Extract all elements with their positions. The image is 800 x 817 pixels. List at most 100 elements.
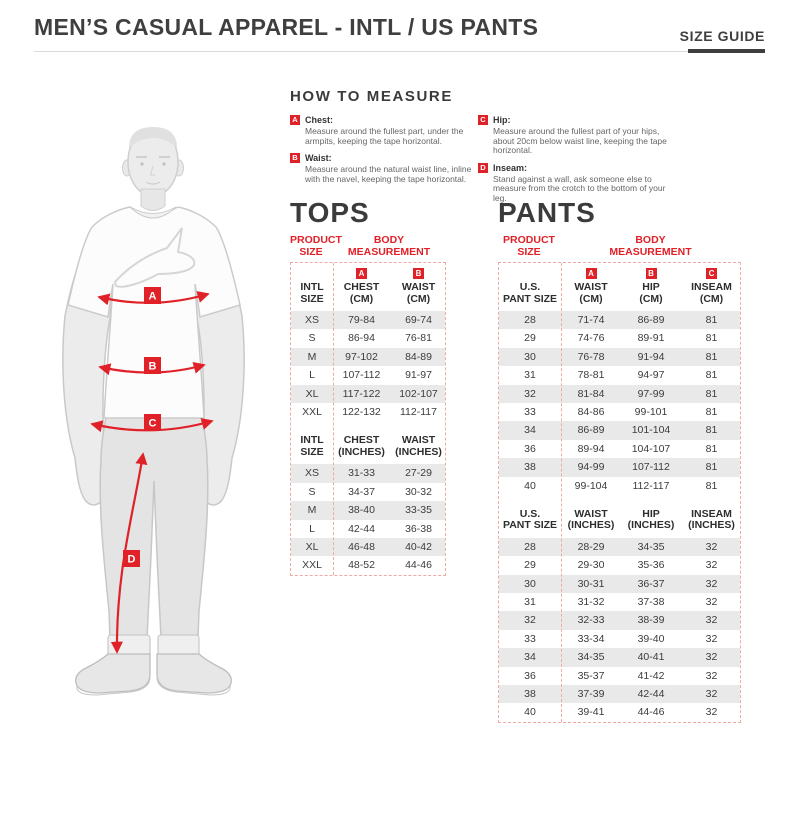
table-cell: 35-36 [637, 559, 665, 572]
measure-description: Stand against a wall, ask someone else t… [493, 173, 666, 203]
measure-label: Chest: [305, 115, 334, 125]
table-cell: 32 [705, 540, 718, 553]
table-row: 28 71-74 86-89 81 [499, 311, 740, 330]
size-column-header: U.S. PANT SIZE [502, 281, 558, 305]
table-cell: 32 [705, 577, 718, 590]
table-row: 29 29-30 35-36 32 [499, 556, 740, 574]
measure-letter-badge: A [290, 115, 300, 125]
table-cell: 99-104 [574, 479, 608, 492]
table-cell: 89-91 [637, 332, 665, 345]
table-row: 33 33-34 39-40 32 [499, 630, 740, 648]
table-cell: 32 [524, 387, 536, 400]
table-cell: S [308, 485, 316, 498]
inseam-arrow [110, 452, 148, 654]
measure-item-chest: A Chest: Measure around the fullest part… [290, 115, 478, 146]
table-cell: 112-117 [400, 405, 437, 418]
pants-section: PANTS PRODUCT SIZE BODY MEASUREMENT U.S.… [498, 198, 741, 723]
size-guide-tab[interactable]: SIZE GUIDE [679, 28, 765, 44]
table-cell: 31 [524, 596, 536, 609]
table-cell: 76-78 [577, 350, 605, 363]
table-cell: 74-76 [577, 332, 605, 345]
table-cell: 42-44 [637, 688, 665, 701]
table-cell: 102-107 [399, 387, 438, 400]
table-cell: 84-89 [405, 350, 432, 363]
table-cell: 117-122 [342, 387, 381, 400]
measurement-column-header: HIP (INCHES) [627, 507, 675, 532]
measure-item-hip: C Hip: Measure around the fullest part o… [478, 115, 770, 156]
table-row: 29 74-76 89-91 81 [499, 329, 740, 347]
table-cell: 37-39 [577, 688, 605, 701]
table-row: M 97-102 84-89 [291, 347, 445, 367]
size-column-header: U.S. PANT SIZE [502, 507, 558, 532]
table-row: 38 94-99 107-112 81 [499, 458, 740, 477]
body-figure-illustration: A B C D [62, 127, 245, 696]
table-cell: 81 [705, 332, 718, 345]
table-cell: 97-99 [637, 387, 665, 400]
table-cell: 32 [705, 614, 718, 627]
table-cell: 38 [524, 688, 536, 701]
measurement-column-header: A WAIST (CM) [574, 268, 608, 305]
table-cell: 94-99 [577, 461, 605, 474]
table-cell: 69-74 [405, 314, 432, 326]
table-row: 36 89-94 104-107 81 [499, 440, 740, 458]
table-cell: 81 [705, 405, 718, 418]
column-letter-badge: C [706, 268, 717, 279]
measurement-column-header: WAIST (INCHES) [395, 434, 442, 458]
table-cell: 89-94 [577, 442, 605, 455]
table-cell: 38 [524, 461, 536, 474]
table-header-row: U.S. PANT SIZE WAIST (INCHES) HIP (INCHES)… [499, 495, 740, 538]
table-cell: 28 [524, 540, 536, 553]
table-cell: 79-84 [348, 314, 375, 326]
table-cell: 32 [705, 596, 718, 609]
table-cell: L [309, 522, 315, 535]
table-cell: 32 [705, 651, 718, 664]
table-cell: 40-41 [637, 651, 665, 664]
measure-letter-badge: C [478, 115, 488, 125]
table-cell: 32 [705, 706, 718, 719]
table-row: XS 79-84 69-74 [291, 311, 445, 330]
table-cell: 101-104 [631, 424, 671, 437]
table-cell: 29 [524, 332, 536, 345]
table-row: 40 99-104 112-117 81 [499, 477, 740, 495]
table-row: XL 46-48 40-42 [291, 537, 445, 557]
table-cell: 36 [524, 442, 536, 455]
table-cell: XL [305, 387, 319, 400]
measurement-column-header: A CHEST (CM) [343, 268, 380, 305]
table-row: 38 37-39 42-44 32 [499, 685, 740, 704]
table-cell: 81-84 [577, 387, 605, 400]
table-cell: 84-86 [577, 405, 605, 418]
table-row: L 107-112 91-97 [291, 366, 445, 384]
table-cell: 29 [524, 559, 536, 572]
table-cell: 81 [705, 442, 718, 455]
table-cell: 86-94 [348, 332, 375, 345]
table-row: 30 76-78 91-94 81 [499, 347, 740, 367]
table-cell: S [308, 332, 316, 345]
table-cell: XS [304, 314, 319, 326]
table-cell: 78-81 [577, 369, 605, 382]
table-cell: 34-37 [348, 485, 375, 498]
table-row: 31 31-32 37-38 32 [499, 593, 740, 611]
measurement-column-header: B WAIST (CM) [401, 268, 436, 305]
table-cell: 122-132 [342, 405, 381, 418]
table-cell: 35-37 [577, 669, 605, 682]
table-cell: 81 [705, 479, 718, 492]
table-row: 40 39-41 44-46 32 [499, 703, 740, 721]
table-row: 33 84-86 99-101 81 [499, 403, 740, 421]
pants-table: U.S. PANT SIZE A WAIST (CM) B HIP (CM) C INSEA… [498, 262, 741, 723]
table-cell: 38-40 [348, 504, 375, 517]
table-cell: 81 [705, 314, 718, 326]
table-cell: 76-81 [405, 332, 432, 345]
table-cell: M [307, 504, 317, 517]
table-cell: 36-38 [405, 522, 432, 535]
table-row: XXL 122-132 112-117 [291, 403, 445, 421]
table-row: 34 34-35 40-41 32 [499, 648, 740, 667]
table-cell: 28 [524, 314, 536, 326]
table-row: 32 81-84 97-99 81 [499, 384, 740, 403]
table-cell: 29-30 [577, 559, 605, 572]
table-cell: 32 [705, 669, 718, 682]
page-title: MEN’S CASUAL APPAREL - INTL / US PANTS [34, 14, 539, 40]
product-size-label: PRODUCT SIZE [290, 234, 342, 258]
pants-title: PANTS [498, 197, 596, 228]
measure-description: Measure around the natural waist line, i… [305, 164, 472, 184]
tops-table: INTL SIZE A CHEST (CM) B WAIST (CM) XS 79-84 69… [290, 262, 446, 576]
